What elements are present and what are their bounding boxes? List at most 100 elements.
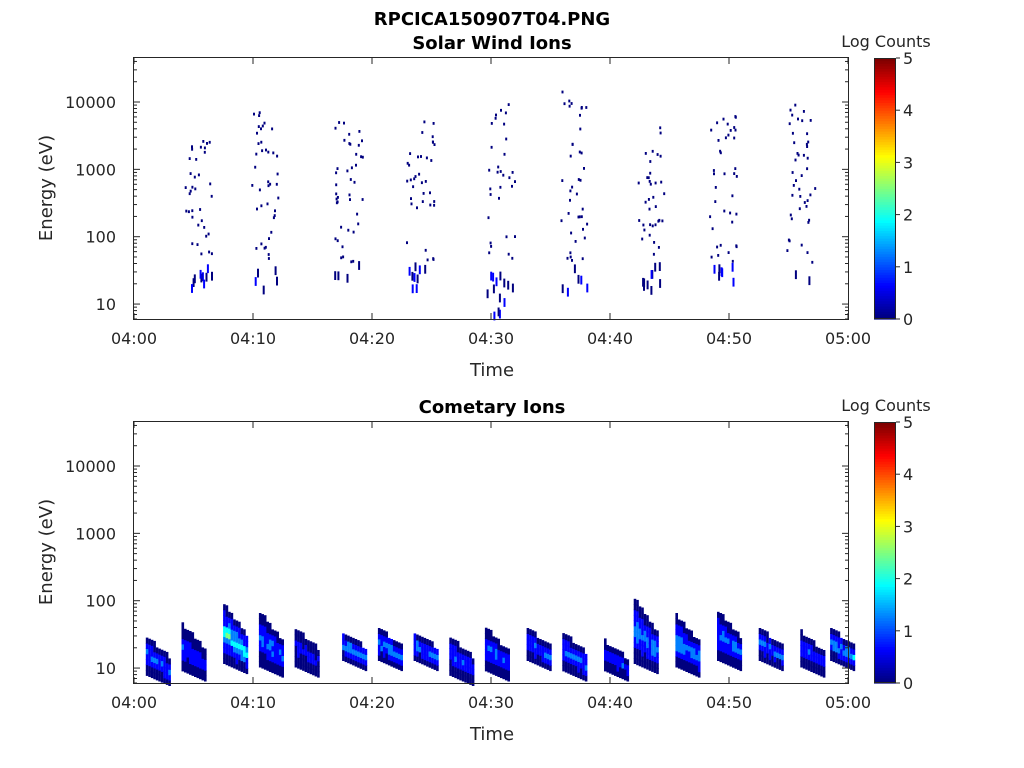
- heatmap-cell: [191, 653, 195, 660]
- heatmap-cell: [273, 668, 277, 675]
- heatmap-cell: [357, 656, 360, 663]
- heatmap-cell: [812, 661, 816, 668]
- heatmap-cell: [572, 669, 575, 676]
- heatmap-cell: [571, 185, 574, 189]
- heatmap-cell: [469, 651, 472, 658]
- colorbar-segment: [874, 300, 896, 304]
- heatmap-cell: [729, 129, 732, 132]
- colorbar-segment: [874, 628, 896, 632]
- heatmap-cell: [397, 658, 401, 665]
- colorbar-segment: [874, 461, 896, 465]
- heatmap-cell: [641, 639, 644, 646]
- heatmap-cell: [801, 119, 804, 123]
- heatmap-cell: [498, 196, 500, 200]
- heatmap-cell: [168, 658, 171, 665]
- heatmap-cell: [225, 626, 229, 633]
- heatmap-cell: [344, 645, 348, 652]
- heatmap-cell: [773, 640, 777, 647]
- heatmap-cell: [680, 642, 683, 649]
- heatmap-cell: [268, 660, 272, 667]
- colorbar-segment: [874, 458, 896, 462]
- heatmap-cell: [186, 651, 190, 658]
- heatmap-cell: [199, 208, 202, 211]
- heatmap-cell: [413, 177, 416, 181]
- heatmap-cell: [636, 599, 639, 606]
- heatmap-cell: [499, 656, 503, 662]
- heatmap-cell: [199, 640, 202, 647]
- heatmap-cell: [643, 619, 647, 626]
- heatmap-cell: [340, 225, 343, 229]
- heatmap-cell: [616, 671, 620, 677]
- y-tick-label: 10: [96, 659, 116, 678]
- heatmap-cell: [165, 668, 169, 675]
- heatmap-cell: [717, 139, 720, 142]
- heatmap-cell: [294, 656, 298, 663]
- heatmap-cell: [820, 654, 823, 661]
- heatmap-cell: [484, 643, 488, 650]
- heatmap-cell: [682, 627, 686, 634]
- heatmap-cell: [294, 634, 298, 641]
- heatmap-cell: [256, 131, 258, 135]
- panel-solar-wind: Solar Wind Ions 04:00 04:10 04:20 04:30 04:4…: [36, 32, 931, 381]
- heatmap-cell: [562, 665, 565, 672]
- heatmap-cell: [487, 655, 490, 662]
- heatmap-cell: [342, 655, 345, 661]
- colorbar-segment: [874, 165, 896, 169]
- heatmap-cell: [690, 646, 693, 653]
- heatmap-cell: [802, 641, 806, 648]
- heatmap-cell: [492, 636, 495, 643]
- heatmap-cell: [266, 202, 269, 206]
- heatmap-cell: [850, 642, 853, 649]
- heatmap-cell: [271, 634, 274, 641]
- heatmap-cell: [464, 671, 467, 678]
- heatmap-cell: [734, 635, 738, 642]
- heatmap-cell: [675, 629, 678, 636]
- heatmap-cell: [842, 649, 846, 656]
- heatmap-cell: [641, 237, 644, 241]
- heatmap-cell: [201, 669, 205, 675]
- colorbar-segment: [874, 269, 896, 273]
- heatmap-cell: [489, 635, 493, 642]
- heatmap-cell: [685, 644, 688, 651]
- heatmap-cell: [186, 656, 190, 663]
- heatmap-cell: [233, 630, 236, 637]
- heatmap-cell: [656, 652, 659, 658]
- heatmap-cell: [695, 670, 698, 677]
- heatmap-cell: [257, 125, 260, 128]
- heatmap-cell: [361, 155, 364, 159]
- heatmap-cell: [624, 658, 627, 665]
- heatmap-cell: [245, 641, 249, 648]
- heatmap-cell: [729, 660, 733, 667]
- heatmap-cell: [800, 243, 803, 247]
- x-tick-label: 04:00: [111, 329, 157, 348]
- heatmap-cell: [304, 655, 308, 662]
- heatmap-cell: [646, 615, 649, 622]
- colorbar-segment: [874, 120, 896, 124]
- heatmap-cell: [267, 150, 270, 154]
- heatmap-cell: [643, 641, 647, 647]
- colorbar-tick-label: 2: [903, 570, 913, 589]
- heatmap-cell: [347, 646, 350, 653]
- heatmap-cell: [195, 158, 198, 161]
- heatmap-cell: [792, 184, 795, 187]
- heatmap-cell: [643, 662, 647, 669]
- heatmap-cell: [387, 637, 391, 644]
- heatmap-cell: [266, 643, 269, 650]
- heatmap-cell: [299, 631, 303, 638]
- heatmap-cell: [768, 659, 772, 666]
- heatmap-cell: [416, 650, 419, 657]
- heatmap-cell: [837, 652, 841, 659]
- heatmap-cell: [163, 656, 166, 663]
- heatmap-cell: [390, 649, 393, 656]
- colorbar-segment: [874, 58, 896, 62]
- heatmap-cell: [160, 660, 164, 667]
- colorbar-segment: [874, 227, 896, 231]
- heatmap-cell: [619, 661, 622, 668]
- heatmap-cell: [718, 264, 721, 274]
- heatmap-cell: [307, 667, 310, 674]
- heatmap-cell: [461, 670, 465, 677]
- heatmap-cell: [539, 660, 542, 667]
- heatmap-cell: [581, 257, 584, 261]
- colorbar-segment: [874, 159, 896, 163]
- heatmap-cell: [429, 203, 432, 207]
